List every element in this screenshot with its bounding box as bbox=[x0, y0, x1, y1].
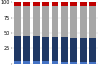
Bar bbox=[33, 36, 40, 61]
Bar bbox=[61, 2, 68, 6]
Bar bbox=[23, 61, 30, 64]
Bar bbox=[14, 6, 21, 36]
Bar bbox=[70, 6, 77, 38]
Bar bbox=[61, 37, 68, 62]
Bar bbox=[42, 6, 49, 37]
Bar bbox=[33, 2, 40, 6]
Bar bbox=[70, 62, 77, 64]
Bar bbox=[61, 62, 68, 64]
Bar bbox=[80, 2, 87, 6]
Bar bbox=[23, 36, 30, 61]
Bar bbox=[52, 2, 58, 6]
Bar bbox=[70, 38, 77, 62]
Bar bbox=[42, 2, 49, 6]
Bar bbox=[89, 6, 96, 38]
Bar bbox=[14, 36, 21, 61]
Bar bbox=[14, 61, 21, 64]
Bar bbox=[80, 6, 87, 38]
Bar bbox=[89, 2, 96, 6]
Bar bbox=[14, 2, 21, 6]
Bar bbox=[80, 62, 87, 64]
Bar bbox=[33, 61, 40, 64]
Bar bbox=[23, 2, 30, 6]
Bar bbox=[52, 61, 58, 64]
Bar bbox=[23, 6, 30, 36]
Bar bbox=[89, 62, 96, 64]
Bar bbox=[42, 61, 49, 64]
Bar bbox=[33, 6, 40, 36]
Bar bbox=[70, 2, 77, 6]
Bar bbox=[80, 38, 87, 62]
Bar bbox=[61, 6, 68, 37]
Bar bbox=[52, 6, 58, 37]
Bar bbox=[42, 37, 49, 61]
Bar bbox=[52, 37, 58, 61]
Bar bbox=[89, 38, 96, 62]
